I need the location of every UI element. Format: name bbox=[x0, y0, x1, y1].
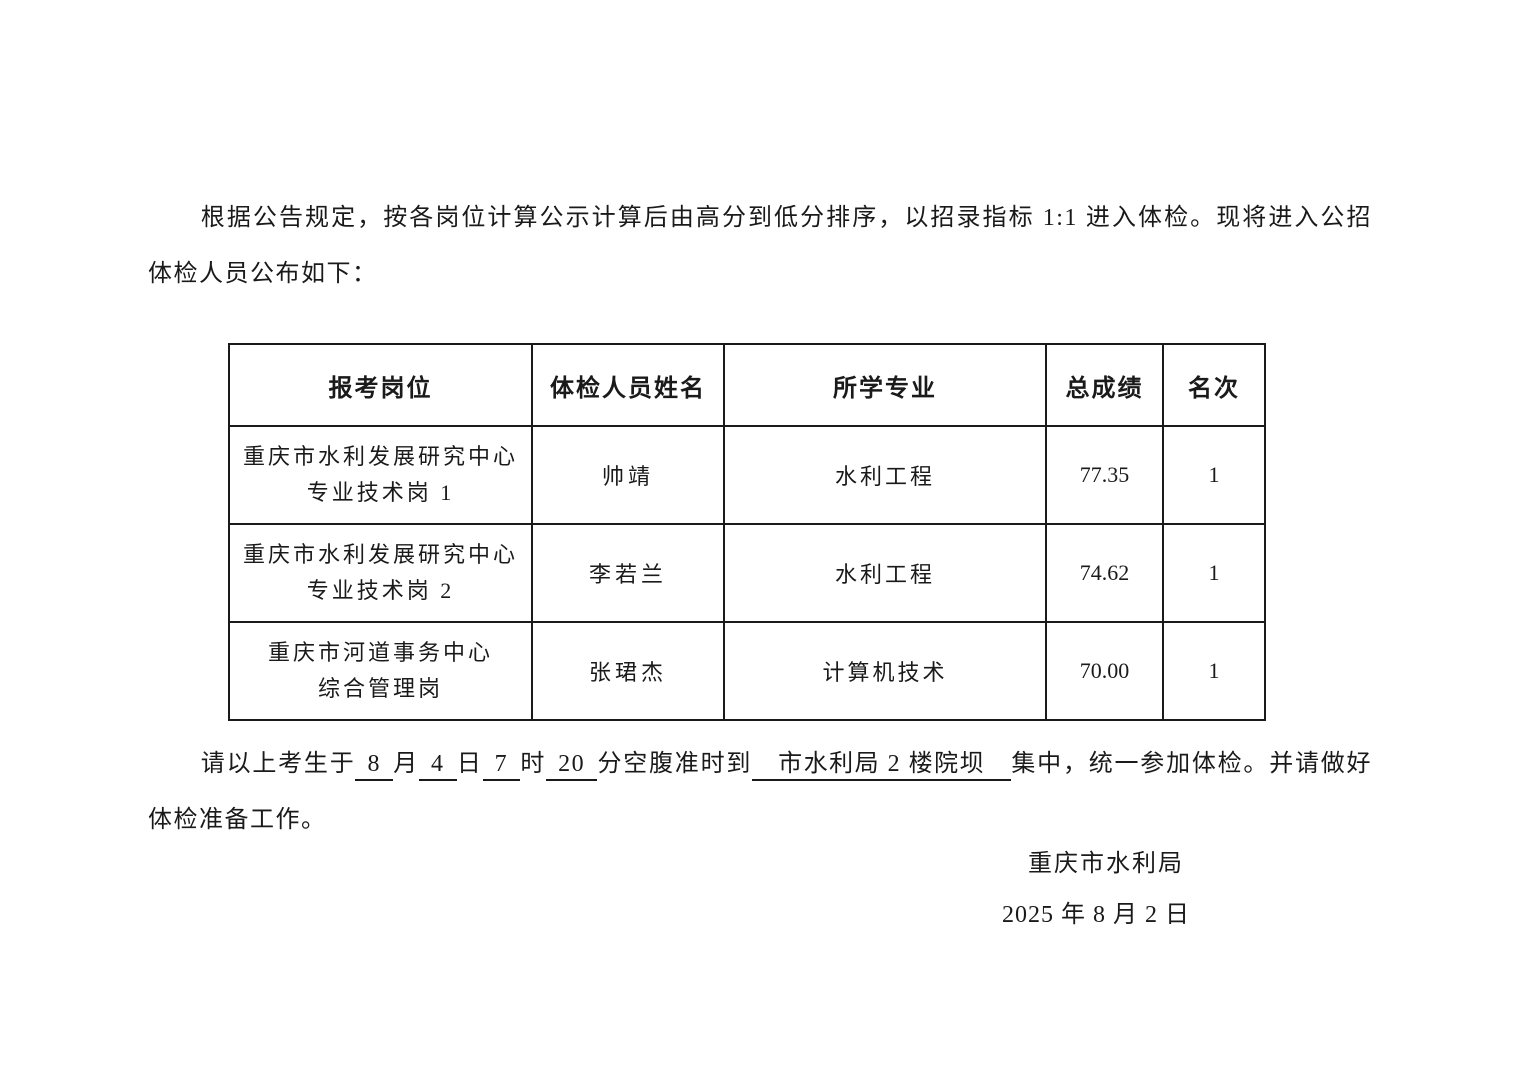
cell-major: 水利工程 bbox=[723, 425, 1047, 525]
intro-paragraph: 根据公告规定，按各岗位计算公示计算后由高分到低分排序，以招录指标 1:1 进入体… bbox=[148, 205, 1372, 287]
closing-mid: 分空腹准时到 bbox=[597, 751, 753, 777]
cell-total-score: 74.62 bbox=[1045, 523, 1164, 623]
header-candidate-name: 体检人员姓名 bbox=[531, 343, 725, 427]
cell-candidate-name: 李若兰 bbox=[531, 523, 725, 623]
cell-total-score: 70.00 bbox=[1045, 621, 1164, 721]
table-row: 重庆市河道事务中心 综合管理岗 张珺杰 计算机技术 70.00 1 bbox=[228, 621, 1266, 721]
position-line1: 重庆市河道事务中心 bbox=[267, 640, 493, 665]
position-line2: 专业技术岗 2 bbox=[306, 578, 455, 603]
closing-prefix: 请以上考生于 bbox=[200, 751, 356, 777]
issuing-authority-signature: 重庆市水利局 bbox=[1028, 851, 1184, 877]
medical-exam-results-table: 报考岗位 体检人员姓名 所学专业 总成绩 名次 重庆市水利发展研究中心 专业技术… bbox=[228, 343, 1266, 721]
closing-suffix: 集中，统一参加体检。并请做好体检准备工作。 bbox=[148, 751, 1373, 833]
table-row: 重庆市水利发展研究中心 专业技术岗 1 帅靖 水利工程 77.35 1 bbox=[228, 425, 1266, 525]
cell-total-score: 77.35 bbox=[1045, 425, 1164, 525]
day-label: 日 bbox=[456, 751, 483, 777]
cell-major: 计算机技术 bbox=[723, 621, 1047, 721]
cell-position: 重庆市水利发展研究中心 专业技术岗 1 bbox=[228, 425, 533, 525]
position-line2: 专业技术岗 1 bbox=[306, 480, 455, 505]
header-major: 所学专业 bbox=[723, 343, 1047, 427]
header-position: 报考岗位 bbox=[228, 343, 533, 427]
cell-candidate-name: 帅靖 bbox=[531, 425, 725, 525]
table-header-row: 报考岗位 体检人员姓名 所学专业 总成绩 名次 bbox=[228, 343, 1266, 427]
cell-rank: 1 bbox=[1162, 425, 1266, 525]
header-rank: 名次 bbox=[1162, 343, 1266, 427]
blank-day: 4 bbox=[419, 749, 457, 781]
issue-date: 2025 年 8 月 2 日 bbox=[1002, 902, 1190, 928]
closing-paragraph: 请以上考生于 8 月 4 日 7 时 20 分空腹准时到 市水利局 2 楼院坝 集中，统一参加体检。… bbox=[148, 736, 1372, 848]
position-line1: 重庆市水利发展研究中心 bbox=[242, 444, 518, 469]
table-row: 重庆市水利发展研究中心 专业技术岗 2 李若兰 水利工程 74.62 1 bbox=[228, 523, 1266, 623]
month-label: 月 bbox=[392, 751, 420, 777]
cell-position: 重庆市水利发展研究中心 专业技术岗 2 bbox=[228, 523, 533, 623]
position-line1: 重庆市水利发展研究中心 bbox=[242, 542, 518, 567]
blank-hour: 7 bbox=[482, 749, 521, 781]
cell-rank: 1 bbox=[1162, 621, 1266, 721]
cell-position: 重庆市河道事务中心 综合管理岗 bbox=[228, 621, 533, 721]
cell-major: 水利工程 bbox=[723, 523, 1047, 623]
cell-candidate-name: 张珺杰 bbox=[531, 621, 725, 721]
cell-rank: 1 bbox=[1162, 523, 1266, 623]
blank-minute: 20 bbox=[546, 749, 598, 781]
position-line2: 综合管理岗 bbox=[317, 676, 443, 701]
hour-label: 时 bbox=[520, 751, 547, 777]
blank-month: 8 bbox=[355, 749, 393, 781]
blank-location: 市水利局 2 楼院坝 bbox=[752, 749, 1012, 781]
header-total-score: 总成绩 bbox=[1045, 343, 1164, 427]
